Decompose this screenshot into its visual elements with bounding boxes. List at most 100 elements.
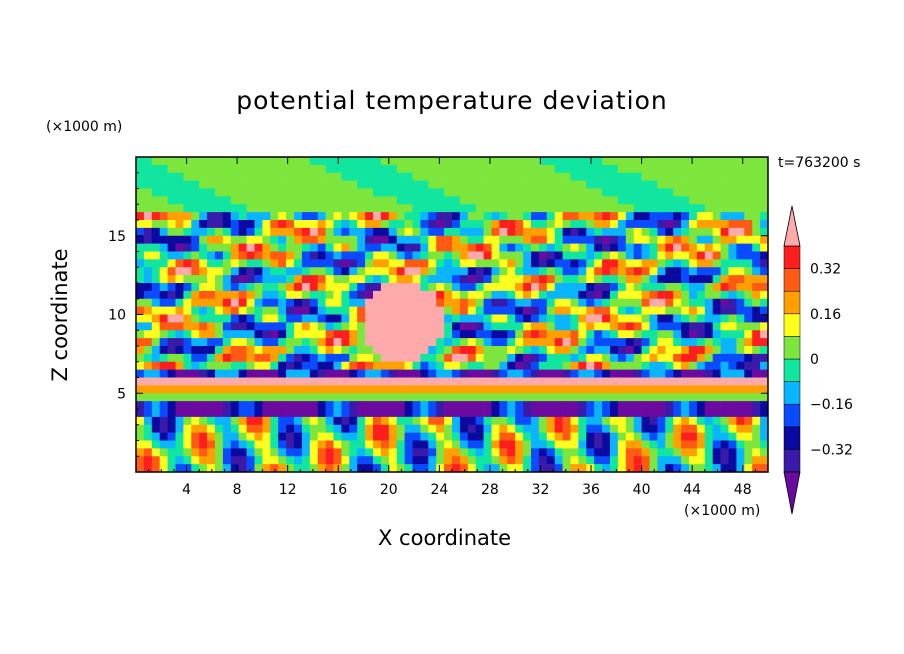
field-cell xyxy=(523,172,532,181)
field-cell xyxy=(467,275,476,284)
field-cell xyxy=(428,330,437,339)
field-cell xyxy=(270,204,279,213)
field-cell xyxy=(412,353,421,363)
field-cell xyxy=(365,346,374,355)
field-cell xyxy=(515,464,524,473)
field-cell xyxy=(444,385,453,394)
field-cell xyxy=(404,251,413,260)
field-cell xyxy=(475,440,484,449)
field-cell xyxy=(207,157,216,166)
field-cell xyxy=(594,204,603,213)
field-cell xyxy=(270,369,279,378)
field-cell xyxy=(301,353,311,363)
field-cell xyxy=(365,338,374,347)
field-cell xyxy=(728,409,737,418)
field-cell xyxy=(610,385,619,394)
field-cell xyxy=(191,424,200,433)
field-cell xyxy=(412,346,421,355)
field-cell xyxy=(744,409,753,418)
field-cell xyxy=(657,196,666,205)
field-cell xyxy=(428,401,437,410)
field-cell xyxy=(681,196,690,205)
field-cell xyxy=(483,188,492,197)
field-cell xyxy=(230,346,239,355)
field-cell xyxy=(294,283,303,292)
field-cell xyxy=(523,416,532,426)
field-cell xyxy=(270,409,279,418)
field-cell xyxy=(657,267,666,276)
field-cell xyxy=(720,298,729,307)
field-cell xyxy=(167,401,176,410)
field-cell xyxy=(696,290,706,300)
field-cell xyxy=(720,456,729,465)
field-cell xyxy=(696,275,706,284)
field-cell xyxy=(452,196,461,205)
field-cell xyxy=(712,424,721,433)
field-cell xyxy=(531,393,540,402)
field-cell xyxy=(633,456,642,465)
field-cell xyxy=(333,212,342,221)
field-cell xyxy=(452,440,461,449)
field-cell xyxy=(491,448,500,457)
field-cell xyxy=(467,188,476,197)
field-cell xyxy=(365,283,374,292)
field-cell xyxy=(325,416,334,426)
field-cell xyxy=(222,377,232,386)
field-cell xyxy=(325,227,334,237)
field-cell xyxy=(554,464,563,473)
field-cell xyxy=(301,416,311,426)
field-cell xyxy=(404,456,413,465)
field-cell xyxy=(246,290,255,300)
field-cell xyxy=(215,432,224,441)
field-cell xyxy=(459,346,469,355)
field-cell xyxy=(673,456,682,465)
field-cell xyxy=(523,464,532,473)
field-cell xyxy=(317,456,326,465)
field-cell xyxy=(175,157,184,166)
field-cell xyxy=(459,290,469,300)
field-cell xyxy=(183,196,192,205)
field-cell xyxy=(333,267,342,276)
field-cell xyxy=(357,227,366,237)
field-cell xyxy=(483,204,492,213)
field-cell xyxy=(696,180,706,189)
field-cell xyxy=(222,283,232,292)
field-cell xyxy=(712,267,721,276)
field-cell xyxy=(736,432,745,441)
field-cell xyxy=(602,361,611,370)
field-cell xyxy=(207,338,216,347)
field-cell xyxy=(151,235,160,244)
field-cell xyxy=(483,259,492,268)
field-cell xyxy=(286,298,295,307)
field-cell xyxy=(420,267,429,276)
field-cell xyxy=(744,432,753,441)
field-cell xyxy=(752,338,761,347)
field-cell xyxy=(215,212,224,221)
field-cell xyxy=(207,283,216,292)
field-cell xyxy=(246,283,255,292)
field-cell xyxy=(436,314,445,323)
field-cell xyxy=(191,196,200,205)
field-cell xyxy=(341,306,350,315)
field-cell xyxy=(491,157,500,166)
field-cell xyxy=(215,393,224,402)
field-cell xyxy=(704,464,713,473)
field-cell xyxy=(262,353,271,363)
field-cell xyxy=(230,220,239,229)
field-cell xyxy=(459,314,469,323)
field-cell xyxy=(301,409,311,418)
field-cell xyxy=(317,188,326,197)
field-cell xyxy=(143,283,153,292)
field-cell xyxy=(625,322,634,331)
field-cell xyxy=(301,338,311,347)
field-cell xyxy=(696,464,706,473)
field-cell xyxy=(365,330,374,339)
field-cell xyxy=(428,275,437,284)
field-cell xyxy=(388,448,397,457)
field-cell xyxy=(570,401,579,410)
field-cell xyxy=(191,464,200,473)
field-cell xyxy=(554,448,563,457)
field-cell xyxy=(594,259,603,268)
field-cell xyxy=(459,322,469,331)
field-cell xyxy=(365,267,374,276)
